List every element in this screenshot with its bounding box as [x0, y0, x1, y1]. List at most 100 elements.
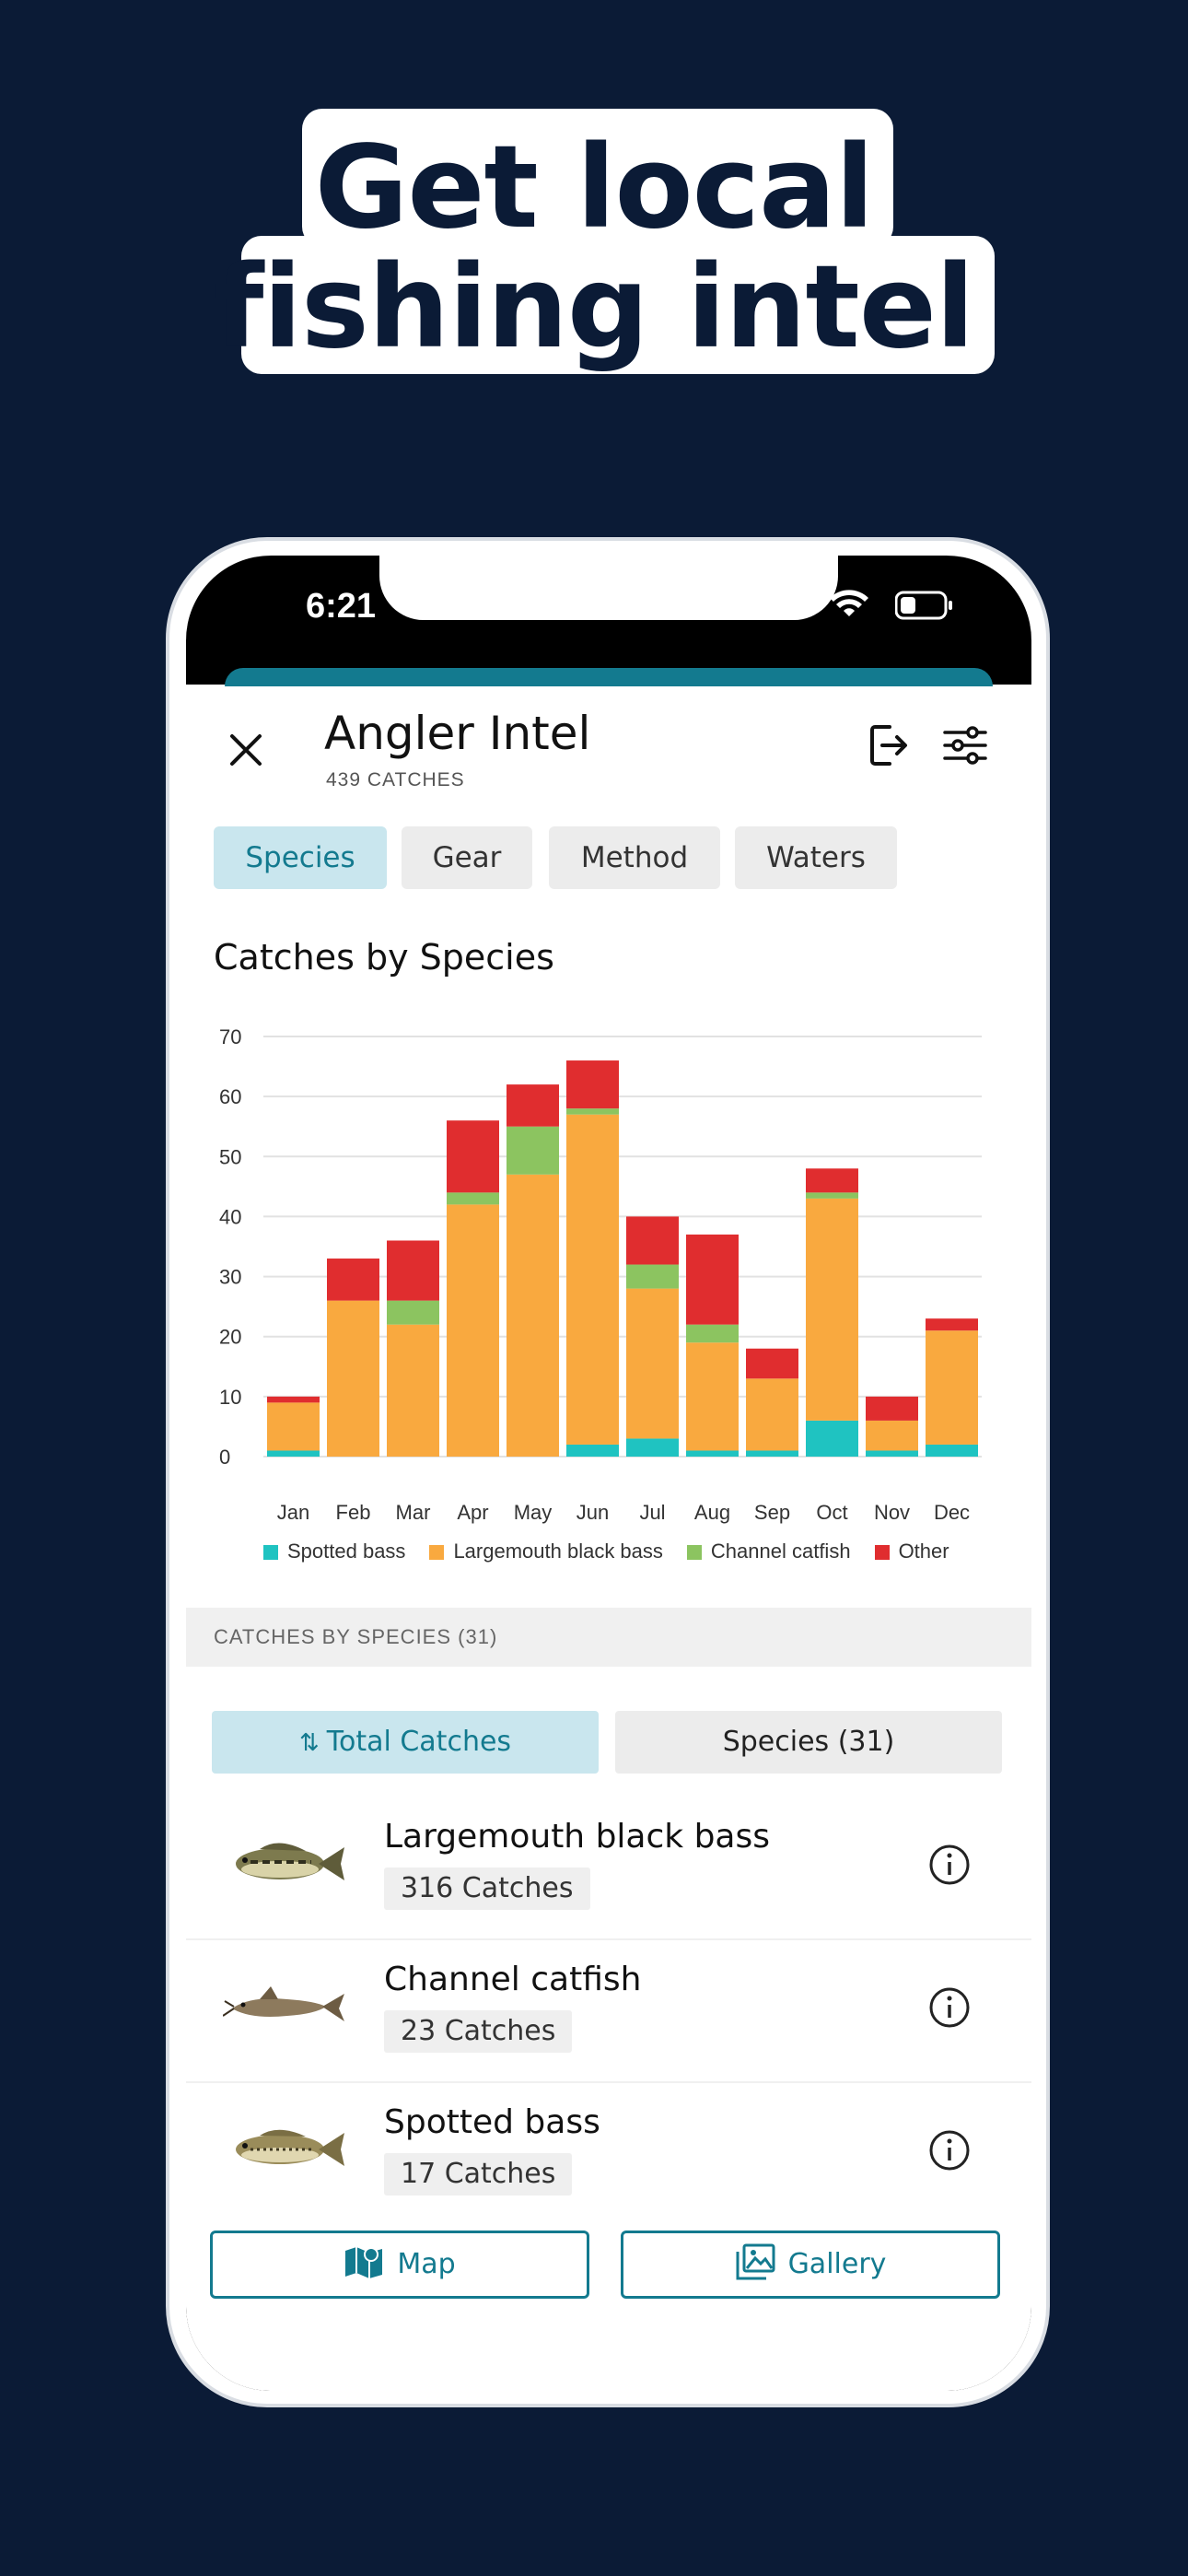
legend-swatch — [263, 1545, 278, 1560]
bar-segment — [746, 1450, 798, 1457]
x-tick-label: Mar — [396, 1501, 431, 1524]
info-icon[interactable] — [928, 1844, 971, 1886]
legend-item: Largemouth black bass — [429, 1540, 663, 1563]
legend-label: Channel catfish — [710, 1540, 851, 1563]
sort-species-label: Species (31) — [722, 1726, 895, 1758]
bar-segment — [507, 1126, 559, 1175]
close-icon[interactable] — [223, 727, 269, 773]
map-button-label: Map — [397, 2248, 456, 2280]
x-tick-label: Sep — [754, 1501, 790, 1524]
share-exit-icon[interactable] — [862, 720, 914, 771]
sort-species-button[interactable]: Species (31) — [615, 1711, 1002, 1774]
bar-segment — [267, 1402, 320, 1451]
bar-segment — [447, 1192, 499, 1205]
bar-segment — [447, 1120, 499, 1193]
headline-box-1 — [302, 109, 893, 247]
y-tick-label: 30 — [219, 1266, 241, 1289]
gallery-icon — [736, 2243, 775, 2280]
bar-segment — [507, 1084, 559, 1127]
species-row[interactable]: Largemouth black bass 316 Catches — [186, 1796, 1031, 1940]
x-tick-label: Feb — [336, 1501, 371, 1524]
info-icon[interactable] — [928, 2129, 971, 2172]
species-name: Channel catfish — [384, 1961, 642, 1998]
bar-segment — [566, 1114, 619, 1445]
species-count: 316 Catches — [384, 1868, 590, 1910]
bar-segment — [387, 1324, 439, 1457]
sort-arrows-icon: ⇅ — [298, 1729, 320, 1757]
bar-segment — [267, 1450, 320, 1457]
map-button[interactable]: Map — [210, 2231, 589, 2299]
channel-catfish-image — [223, 1986, 344, 2021]
bar-segment — [626, 1288, 679, 1439]
info-icon[interactable] — [928, 1986, 971, 2029]
headline-box-2 — [241, 236, 995, 374]
species-count: 23 Catches — [384, 2010, 573, 2053]
x-tick-label: Nov — [874, 1501, 910, 1524]
bar-segment — [926, 1330, 978, 1445]
bar-segment — [267, 1396, 320, 1403]
gallery-button[interactable]: Gallery — [621, 2231, 1000, 2299]
bar-segment — [626, 1438, 679, 1457]
bar-segment — [327, 1300, 379, 1457]
species-name: Largemouth black bass — [384, 1818, 770, 1856]
tab-waters[interactable]: Waters — [735, 826, 897, 889]
catches-by-species-band: CATCHES BY SPECIES (31) — [186, 1608, 1031, 1667]
sort-total-label: Total Catches — [326, 1726, 512, 1758]
status-time: 6:21 — [306, 587, 377, 626]
bar-segment — [387, 1240, 439, 1301]
y-tick-label: 0 — [219, 1446, 230, 1469]
tab-method[interactable]: Method — [549, 826, 720, 889]
bar-segment — [866, 1450, 918, 1457]
sort-total-catches-button[interactable]: ⇅ Total Catches — [212, 1711, 599, 1774]
bar-segment — [866, 1420, 918, 1451]
species-count: 17 Catches — [384, 2153, 573, 2195]
bar-segment — [566, 1108, 619, 1115]
legend-swatch — [429, 1545, 445, 1560]
x-tick-label: May — [514, 1501, 553, 1524]
bar-segment — [746, 1348, 798, 1379]
filter-sliders-icon[interactable] — [939, 720, 991, 771]
y-tick-label: 10 — [219, 1386, 241, 1409]
battery-icon — [895, 591, 952, 620]
chart-legend: Spotted bass Largemouth black bass Channel… — [263, 1540, 1000, 1563]
bar-segment — [686, 1342, 739, 1451]
species-row[interactable]: Spotted bass 17 Catches — [186, 2081, 1031, 2224]
tab-species[interactable]: Species — [214, 826, 387, 889]
bar-segment — [327, 1259, 379, 1301]
y-tick-label: 50 — [219, 1145, 241, 1168]
wifi-icon — [830, 590, 868, 616]
angler-intel-sheet: Angler Intel 439 CATCHES Species Gear Me… — [186, 686, 1031, 2391]
bar-segment — [566, 1060, 619, 1109]
bar-segment — [806, 1420, 858, 1457]
bar-segment — [566, 1444, 619, 1457]
y-tick-label: 70 — [219, 1025, 241, 1048]
tab-gear[interactable]: Gear — [402, 826, 532, 889]
legend-item: Spotted bass — [263, 1540, 405, 1563]
y-tick-label: 60 — [219, 1085, 241, 1108]
page-title: Angler Intel — [324, 707, 591, 760]
map-icon — [345, 2247, 383, 2278]
y-tick-label: 20 — [219, 1326, 241, 1349]
bar-segment — [806, 1192, 858, 1199]
species-name: Spotted bass — [384, 2103, 600, 2141]
bar-segment — [507, 1174, 559, 1457]
x-tick-label: Jul — [639, 1501, 665, 1524]
chart-section-title: Catches by Species — [214, 937, 554, 978]
notch — [379, 556, 838, 620]
bar-segment — [866, 1396, 918, 1421]
legend-swatch — [874, 1545, 890, 1560]
x-tick-label: Apr — [457, 1501, 488, 1524]
bar-segment — [447, 1204, 499, 1457]
status-bar: 6:21 — [186, 556, 1031, 685]
headline-line-1: Get local — [314, 122, 875, 254]
legend-swatch — [686, 1545, 702, 1560]
x-tick-label: Jun — [577, 1501, 609, 1524]
species-row[interactable]: Channel catfish 23 Catches — [186, 1938, 1031, 2083]
largemouth-bass-image — [236, 1843, 344, 1880]
legend-label: Other — [898, 1540, 949, 1563]
x-tick-label: Jan — [277, 1501, 309, 1524]
spotted-bass-image — [236, 2129, 344, 2166]
phone-screen: 6:21 Angler Intel 439 CATCHES — [186, 556, 1031, 2391]
bar-segment — [626, 1264, 679, 1289]
legend-label: Largemouth black bass — [453, 1540, 663, 1563]
